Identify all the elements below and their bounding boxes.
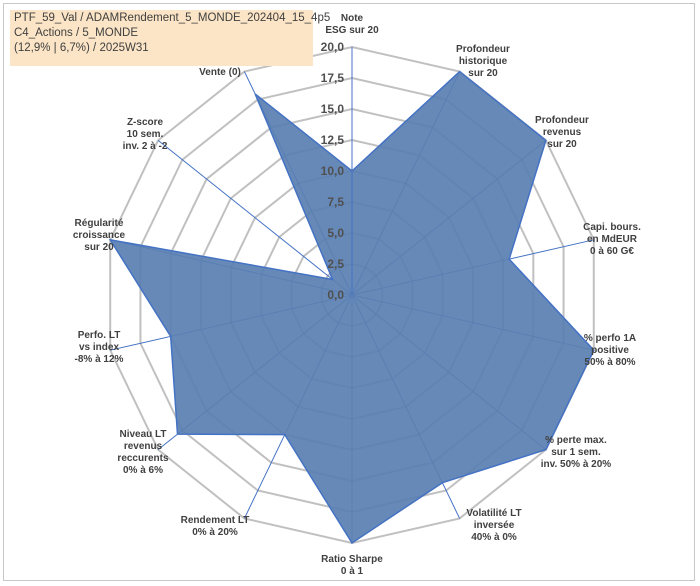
axis-label: 0 à 60 G€ — [590, 246, 634, 257]
axis-label: inv. 50% à 20% — [541, 459, 612, 470]
tick-label: 2,5 — [327, 257, 344, 271]
axis-label: % perfo 1A — [584, 333, 636, 344]
axis-label: Niveau LT — [119, 429, 166, 440]
axis-label: Perfo. LT — [78, 330, 121, 341]
axis-label: Rendement LT — [181, 515, 250, 526]
axis-label: Note — [341, 13, 364, 24]
axis-label: 10 sem. — [127, 129, 164, 140]
axis-label: 0% à 6% — [123, 465, 163, 476]
axis-label: historique — [459, 56, 508, 67]
tick-label: 10,0 — [321, 164, 345, 178]
axis-label: sur 1 sem. — [551, 447, 601, 458]
tick-label: 0,0 — [327, 288, 344, 302]
axis-label: positive — [591, 345, 629, 356]
axis-label: ESG sur 20 — [325, 25, 379, 36]
axis-label: Profondeur — [535, 115, 589, 126]
axis-label: Capi. bours. — [583, 222, 641, 233]
axis-label: Z-score — [127, 117, 164, 128]
tick-label: 15,0 — [321, 102, 345, 116]
tick-label: 5,0 — [327, 226, 344, 240]
tick-label: 17,5 — [321, 71, 345, 85]
axis-label: Profondeur — [456, 44, 510, 55]
axis-label: 50% à 80% — [584, 357, 635, 368]
axis-label: inv. 2 à -2 — [123, 141, 168, 152]
title-line-3: (12,9% | 6,7%) / 2025W31 — [14, 42, 149, 54]
axis-label: sur 20 — [468, 68, 498, 79]
axis-label: Volatilité LT — [466, 508, 521, 519]
axis-label: sur 20 — [547, 139, 577, 150]
axis-label: 0% à 20% — [192, 527, 238, 538]
axis-label: inversée — [474, 520, 515, 531]
tick-label: 12,5 — [321, 133, 345, 147]
axis-label: vs index — [79, 342, 119, 353]
axis-label: Régularité — [75, 218, 124, 229]
axis-label: 0 à 1 — [341, 566, 364, 577]
tick-label: 7,5 — [327, 195, 344, 209]
series-area — [108, 70, 595, 545]
chart-title: PTF_59_Val / ADAMRendement_5_MONDE_20240… — [10, 10, 331, 66]
axis-label: revenus — [543, 127, 582, 138]
axis-label: en MdEUR — [587, 234, 638, 245]
title-line-2: C4_Actions / 5_MONDE — [14, 27, 138, 39]
axis-label: reccurents — [117, 453, 169, 464]
axis-label: -8% à 12% — [75, 354, 124, 365]
axis-label: Vente (0) — [199, 67, 241, 78]
axis-label: sur 20 — [84, 242, 114, 253]
axis-label: croissance — [73, 230, 126, 241]
axis-label: % perte max. — [545, 435, 607, 446]
axis-label: revenus — [124, 441, 163, 452]
axis-line — [157, 139, 353, 296]
title-line-1: PTF_59_Val / ADAMRendement_5_MONDE_20240… — [14, 12, 331, 24]
axis-label: 40% à 0% — [471, 532, 517, 543]
axis-label: Ratio Sharpe — [321, 554, 383, 565]
tick-label: 20,0 — [321, 40, 345, 54]
